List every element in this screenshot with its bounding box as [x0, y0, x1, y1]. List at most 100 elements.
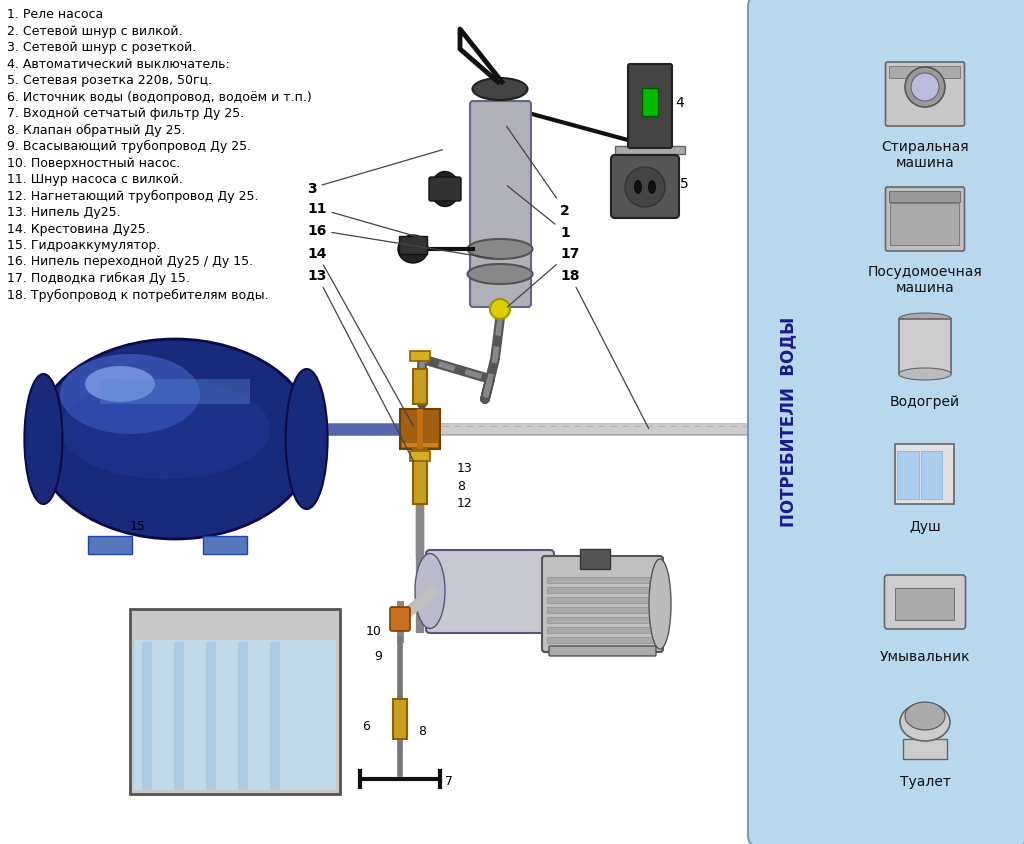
Bar — [402, 443, 438, 447]
FancyBboxPatch shape — [748, 0, 1024, 844]
Bar — [134, 641, 336, 790]
Circle shape — [625, 168, 665, 208]
Bar — [897, 452, 919, 500]
Text: 10. Поверхностный насос.: 10. Поверхностный насос. — [7, 156, 180, 170]
Ellipse shape — [635, 181, 641, 194]
Text: 7: 7 — [445, 774, 453, 787]
Ellipse shape — [899, 369, 951, 381]
FancyBboxPatch shape — [628, 65, 672, 149]
Bar — [547, 608, 658, 614]
Text: 14: 14 — [307, 246, 414, 427]
Text: 13: 13 — [307, 268, 414, 462]
FancyBboxPatch shape — [426, 550, 554, 633]
Text: 3: 3 — [307, 150, 442, 196]
Text: 18. Трубопровод к потребителям воды.: 18. Трубопровод к потребителям воды. — [7, 288, 268, 301]
Text: 9. Всасывающий трубопровод Ду 25.: 9. Всасывающий трубопровод Ду 25. — [7, 140, 251, 153]
Ellipse shape — [899, 314, 951, 326]
Bar — [896, 588, 954, 620]
Text: Посудомоечная
машина: Посудомоечная машина — [867, 265, 982, 295]
Text: 5. Сетевая розетка 220в, 50гц.: 5. Сетевая розетка 220в, 50гц. — [7, 74, 212, 87]
Text: 3. Сетевой шнур с розеткой.: 3. Сетевой шнур с розеткой. — [7, 41, 197, 54]
Bar — [615, 147, 685, 154]
Text: 8: 8 — [418, 724, 426, 737]
Text: 16. Нипель переходной Ду25 / Ду 15.: 16. Нипель переходной Ду25 / Ду 15. — [7, 255, 253, 268]
Text: 1: 1 — [507, 187, 569, 240]
Bar — [142, 642, 152, 790]
Text: 9: 9 — [374, 649, 382, 663]
Bar — [413, 450, 427, 505]
Bar — [547, 637, 658, 643]
Circle shape — [490, 300, 510, 320]
Text: 11. Шнур насоса с вилкой.: 11. Шнур насоса с вилкой. — [7, 173, 183, 186]
Bar — [547, 577, 658, 583]
Text: 8. Клапан обратный Ду 25.: 8. Клапан обратный Ду 25. — [7, 123, 185, 137]
Text: Душ: Душ — [909, 519, 941, 533]
Text: 12. Нагнетающий трубопровод Ду 25.: 12. Нагнетающий трубопровод Ду 25. — [7, 189, 258, 203]
Bar — [547, 598, 658, 603]
Bar — [203, 537, 247, 555]
Bar — [410, 352, 430, 361]
Text: 13: 13 — [457, 462, 473, 474]
Bar — [88, 537, 132, 555]
Text: 2. Сетевой шнур с вилкой.: 2. Сетевой шнур с вилкой. — [7, 24, 182, 37]
Text: 8: 8 — [457, 479, 465, 492]
Text: 13. Нипель Ду25.: 13. Нипель Ду25. — [7, 206, 121, 219]
Text: 2: 2 — [507, 127, 569, 218]
Bar — [417, 409, 423, 450]
Ellipse shape — [25, 375, 62, 505]
Text: 17: 17 — [507, 246, 580, 308]
Text: 6: 6 — [362, 719, 370, 732]
Ellipse shape — [431, 172, 459, 208]
Text: 15: 15 — [130, 519, 145, 533]
FancyBboxPatch shape — [470, 102, 531, 307]
Ellipse shape — [286, 370, 328, 510]
Ellipse shape — [60, 354, 200, 435]
Bar — [903, 739, 947, 759]
Bar — [174, 642, 184, 790]
Ellipse shape — [468, 240, 532, 260]
Bar — [547, 617, 658, 623]
Text: 17. Подводка гибкая Ду 15.: 17. Подводка гибкая Ду 15. — [7, 272, 189, 284]
Bar — [899, 320, 951, 375]
Bar — [393, 699, 407, 739]
Text: 15. Гидроаккумулятор.: 15. Гидроаккумулятор. — [7, 239, 161, 252]
Circle shape — [905, 68, 945, 108]
Text: ПОТРЕБИТЕЛИ  ВОДЫ: ПОТРЕБИТЕЛИ ВОДЫ — [779, 316, 797, 527]
Text: Стиральная
машина: Стиральная машина — [882, 140, 969, 170]
Text: 6. Источник воды (водопровод, водоём и т.п.): 6. Источник воды (водопровод, водоём и т… — [7, 90, 311, 103]
Ellipse shape — [905, 702, 945, 730]
Bar — [921, 452, 942, 500]
Text: Умывальник: Умывальник — [880, 649, 971, 663]
Bar — [0, 0, 765, 844]
Bar — [547, 587, 658, 593]
Bar — [890, 192, 961, 203]
Bar — [891, 203, 959, 246]
FancyBboxPatch shape — [886, 187, 965, 252]
Ellipse shape — [472, 78, 527, 101]
Bar — [642, 89, 658, 116]
Text: 18: 18 — [560, 268, 649, 429]
Ellipse shape — [398, 235, 428, 263]
Bar — [270, 642, 280, 790]
Text: Туалет: Туалет — [899, 774, 950, 788]
Bar — [410, 452, 430, 462]
Ellipse shape — [60, 380, 270, 479]
Bar — [206, 642, 216, 790]
Text: 11: 11 — [307, 202, 422, 239]
Bar — [890, 67, 961, 78]
Bar — [100, 380, 250, 404]
Ellipse shape — [648, 181, 655, 194]
Text: 4: 4 — [675, 96, 684, 110]
Bar — [580, 549, 610, 570]
FancyBboxPatch shape — [390, 608, 410, 631]
Circle shape — [911, 74, 939, 102]
FancyBboxPatch shape — [885, 576, 966, 630]
Text: 10: 10 — [367, 625, 382, 637]
FancyBboxPatch shape — [549, 647, 656, 657]
Bar — [399, 236, 427, 255]
Ellipse shape — [415, 554, 445, 629]
Text: Водогрей: Водогрей — [890, 394, 961, 408]
Text: 5: 5 — [680, 176, 689, 191]
Bar — [413, 370, 427, 404]
Ellipse shape — [468, 265, 532, 284]
